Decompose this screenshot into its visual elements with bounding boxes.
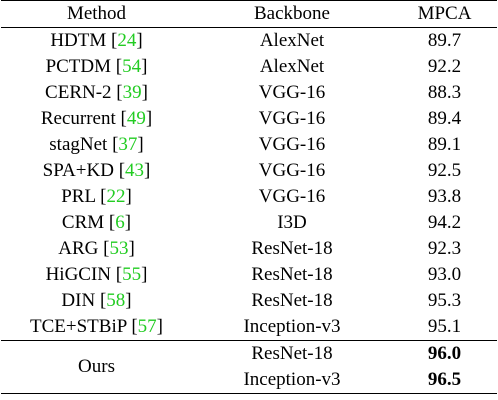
method-name: HiGCIN [45, 264, 112, 285]
method-cell: stagNet [37] [49, 134, 144, 155]
mpca-cell: 94.2 [427, 212, 462, 233]
backbone-cell: Inception-v3 [243, 316, 341, 337]
table-row: CERN-2 [39] VGG-16 88.3 [1, 80, 497, 106]
mpca-cell: 88.3 [427, 82, 462, 103]
table-row: CRM [6] I3D 94.2 [1, 210, 497, 236]
method-name: PRL [61, 186, 96, 207]
method-cell: PCTDM [54] [45, 56, 148, 77]
backbone-cell: ResNet-18 [251, 264, 333, 285]
method-name: ARG [58, 238, 99, 259]
mpca-cell: 95.3 [427, 290, 462, 311]
citation-link[interactable]: 39 [122, 82, 142, 103]
mpca-cell: 89.4 [427, 108, 462, 129]
method-name: SPA+KD [42, 160, 114, 181]
method-name: DIN [61, 290, 96, 311]
method-name: PCTDM [45, 56, 112, 77]
method-name: HDTM [50, 30, 107, 51]
method-cell: PRL [22] [61, 186, 132, 207]
ours-mpca-1: 96.0 [427, 343, 462, 364]
backbone-cell: AlexNet [259, 56, 325, 77]
method-cell: HDTM [24] [50, 30, 143, 51]
citation-link[interactable]: 24 [117, 30, 137, 51]
citation-link[interactable]: 37 [118, 134, 138, 155]
method-cell: Recurrent [49] [40, 108, 153, 129]
ours-mpca-2: 96.5 [427, 369, 462, 390]
backbone-cell: VGG-16 [258, 108, 326, 129]
mpca-cell: 93.0 [427, 264, 462, 285]
backbone-cell: ResNet-18 [251, 290, 333, 311]
citation-link[interactable]: 43 [125, 160, 145, 181]
method-cell: HiGCIN [55] [45, 264, 148, 285]
table-header: Method Backbone MPCA [1, 0, 497, 28]
citation-link[interactable]: 54 [122, 56, 142, 77]
citation-link[interactable]: 58 [106, 290, 126, 311]
ours-backbone-2: Inception-v3 [243, 369, 341, 390]
table-row: ARG [53] ResNet-18 92.3 [1, 236, 497, 262]
header-method: Method [66, 3, 127, 24]
method-name: Recurrent [40, 108, 116, 129]
mpca-cell: 92.5 [427, 160, 462, 181]
mpca-cell: 89.1 [427, 134, 462, 155]
ours-row-2: Inception-v3 96.5 [1, 367, 497, 394]
table-row: Recurrent [49] VGG-16 89.4 [1, 106, 497, 132]
mpca-cell: 89.7 [427, 30, 462, 51]
backbone-cell: I3D [277, 212, 307, 233]
table-row: TCE+STBiP [57] Inception-v3 95.1 [1, 314, 497, 341]
ours-backbone-1: ResNet-18 [251, 343, 333, 364]
mpca-cell: 92.3 [427, 238, 462, 259]
mpca-cell: 92.2 [427, 56, 462, 77]
table-row: PRL [22] VGG-16 93.8 [1, 184, 497, 210]
citation-link[interactable]: 57 [137, 316, 157, 337]
backbone-cell: VGG-16 [258, 82, 326, 103]
citation-link[interactable]: 49 [126, 108, 146, 129]
ours-row-1: Ours ResNet-18 96.0 [1, 341, 497, 377]
method-cell: ARG [53] [58, 238, 135, 259]
method-cell: SPA+KD [43] [42, 160, 151, 181]
citation-link[interactable]: 22 [106, 186, 126, 207]
backbone-cell: ResNet-18 [251, 238, 333, 259]
method-cell: CERN-2 [39] [45, 82, 148, 103]
citation-link[interactable]: 53 [109, 238, 129, 259]
header-row: Method Backbone MPCA [1, 0, 497, 28]
backbone-cell: VGG-16 [258, 134, 326, 155]
method-cell: CRM [6] [61, 212, 132, 233]
citation-link[interactable]: 6 [115, 212, 125, 233]
table-row: DIN [58] ResNet-18 95.3 [1, 288, 497, 314]
method-cell: DIN [58] [61, 290, 132, 311]
table-row: SPA+KD [43] VGG-16 92.5 [1, 158, 497, 184]
backbone-cell: VGG-16 [258, 160, 326, 181]
method-name: stagNet [49, 134, 108, 155]
mpca-cell: 95.1 [427, 316, 462, 337]
header-mpca: MPCA [417, 3, 472, 24]
backbone-cell: VGG-16 [258, 186, 326, 207]
method-name: TCE+STBiP [30, 316, 127, 337]
backbone-cell: AlexNet [259, 30, 325, 51]
table-row: HDTM [24] AlexNet 89.7 [1, 28, 497, 55]
method-name: CRM [61, 212, 105, 233]
header-backbone: Backbone [254, 3, 330, 24]
mpca-cell: 93.8 [427, 186, 462, 207]
method-cell: TCE+STBiP [57] [30, 316, 163, 337]
ours-method-cell: Ours [78, 356, 115, 377]
table-row: PCTDM [54] AlexNet 92.2 [1, 54, 497, 80]
table-body: HDTM [24] AlexNet 89.7 PCTDM [54] AlexNet 92.… [1, 28, 497, 341]
citation-link[interactable]: 55 [122, 264, 142, 285]
table-row: stagNet [37] VGG-16 89.1 [1, 132, 497, 158]
table-row: HiGCIN [55] ResNet-18 93.0 [1, 262, 497, 288]
ours-section: Ours ResNet-18 96.0 Inception-v3 96.5 [1, 340, 497, 394]
method-name: CERN-2 [45, 82, 112, 103]
